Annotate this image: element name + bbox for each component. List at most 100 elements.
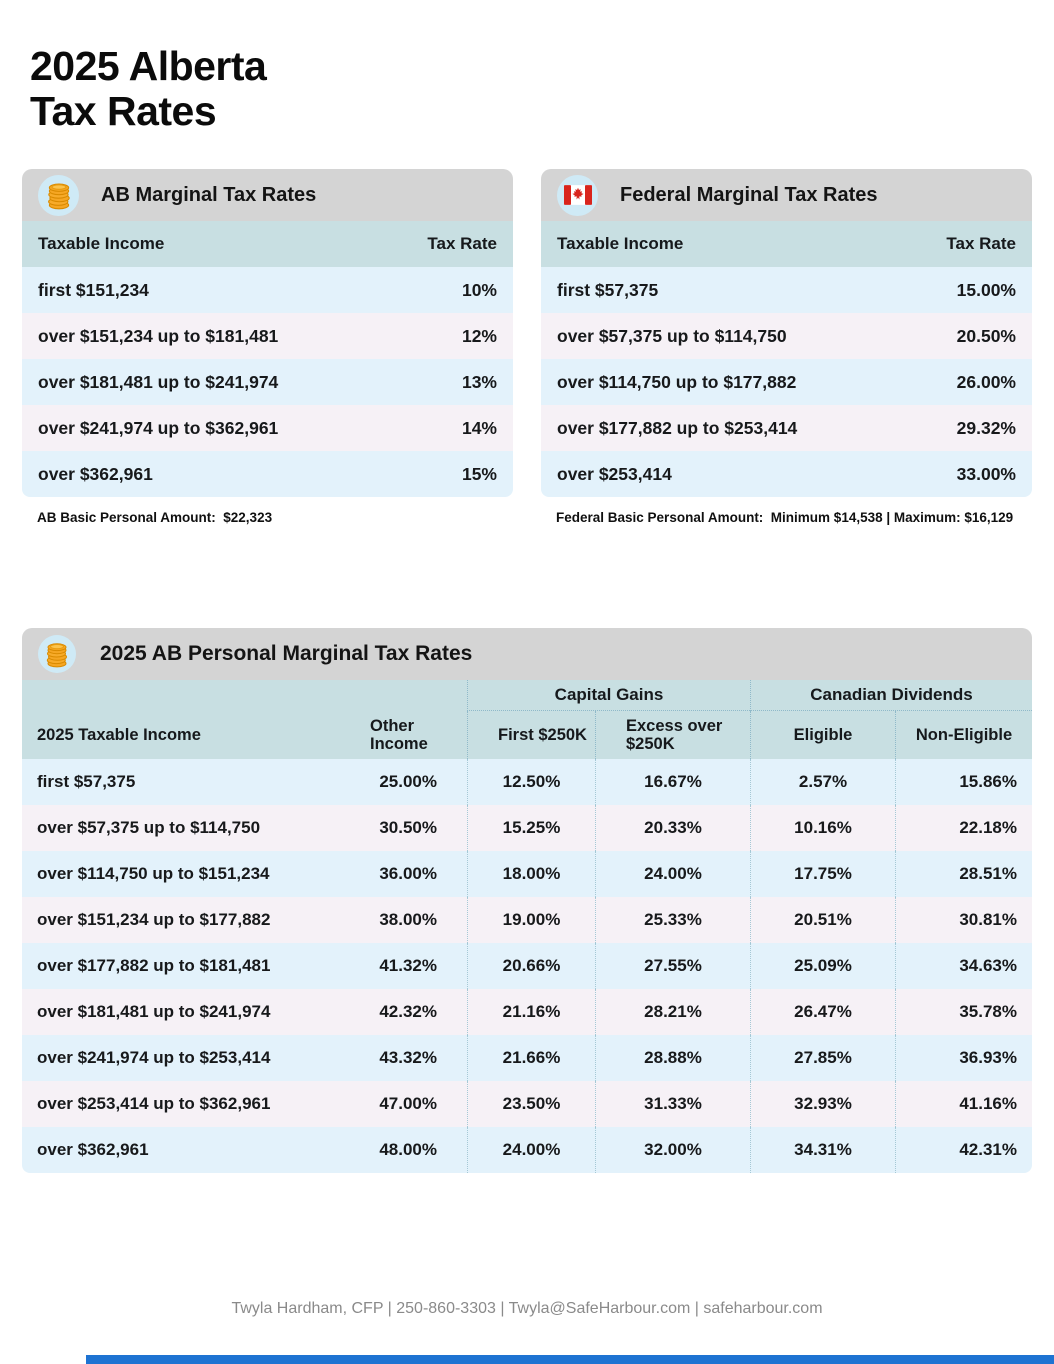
federal-table: first $57,375 15.00% over $57,375 up to … — [541, 267, 1032, 498]
rate-cell: 26.00% — [956, 371, 1016, 392]
table-row: over $57,375 up to $114,750 30.50% 15.25… — [22, 805, 1032, 852]
col-cg-excess-250k: Excess over $250K — [595, 711, 750, 760]
cg-excess-cell: 28.21% — [595, 989, 750, 1036]
cg-first-cell: 21.66% — [467, 1035, 595, 1082]
non-eligible-cell: 30.81% — [895, 897, 1032, 944]
income-cell: over $151,234 up to $177,882 — [37, 910, 271, 930]
cg-first-cell: 21.16% — [467, 989, 595, 1036]
table-row: over $177,882 up to $253,414 29.32% — [541, 405, 1032, 452]
ab-marginal-card: AB Marginal Tax Rates Taxable Income Tax… — [22, 169, 513, 525]
other-income-cell: 42.32% — [379, 1002, 437, 1022]
income-cell: over $114,750 up to $177,882 — [557, 371, 797, 392]
page-title-line1: 2025 Alberta — [30, 43, 267, 89]
footer-accent-bar — [86, 1355, 1054, 1364]
table-row: over $362,961 48.00% 24.00% 32.00% 34.31… — [22, 1127, 1032, 1174]
eligible-cell: 20.51% — [750, 897, 895, 944]
cg-excess-cell: 31.33% — [595, 1081, 750, 1128]
non-eligible-cell: 34.63% — [895, 943, 1032, 990]
income-cell: over $57,375 up to $114,750 — [557, 325, 787, 346]
table-row: over $181,481 up to $241,974 42.32% 21.1… — [22, 989, 1032, 1036]
cg-first-cell: 23.50% — [467, 1081, 595, 1128]
personal-table-column-header: 2025 Taxable Income Other Income First $… — [22, 711, 1032, 760]
rate-cell: 15.00% — [956, 279, 1016, 300]
personal-card-title: 2025 AB Personal Marginal Tax Rates — [100, 642, 473, 666]
coins-icon — [38, 174, 79, 216]
rate-cell: 10% — [461, 279, 497, 300]
rate-cell: 20.50% — [956, 325, 1016, 346]
rate-cell: 13% — [461, 371, 497, 392]
table-row: over $151,234 up to $177,882 38.00% 19.0… — [22, 897, 1032, 944]
cg-excess-cell: 16.67% — [595, 759, 750, 806]
ab-col-tax-rate: Tax Rate — [427, 234, 497, 254]
income-cell: over $362,961 — [38, 463, 153, 484]
personal-table-group-header: Capital Gains Canadian Dividends — [22, 680, 1032, 712]
group-capital-gains: Capital Gains — [467, 680, 750, 712]
table-row: first $151,234 10% — [22, 267, 513, 314]
other-income-cell: 36.00% — [379, 864, 437, 884]
cg-first-cell: 18.00% — [467, 851, 595, 898]
cg-first-cell: 24.00% — [467, 1127, 595, 1174]
non-eligible-cell: 22.18% — [895, 805, 1032, 852]
cg-excess-cell: 25.33% — [595, 897, 750, 944]
table-row: first $57,375 25.00% 12.50% 16.67% 2.57%… — [22, 759, 1032, 806]
other-income-cell: 43.32% — [379, 1048, 437, 1068]
income-cell: over $57,375 up to $114,750 — [37, 818, 261, 838]
ab-table: first $151,234 10% over $151,234 up to $… — [22, 267, 513, 498]
group-spacer — [22, 680, 467, 711]
other-income-cell: 41.32% — [379, 956, 437, 976]
other-income-cell: 47.00% — [379, 1094, 437, 1114]
income-cell: over $253,414 — [557, 463, 672, 484]
income-cell: over $253,414 up to $362,961 — [37, 1094, 271, 1114]
federal-card-header: Federal Marginal Tax Rates — [541, 169, 1032, 222]
other-income-cell: 25.00% — [379, 772, 437, 792]
non-eligible-cell: 28.51% — [895, 851, 1032, 898]
income-cell: over $362,961 — [37, 1140, 149, 1160]
income-cell: over $241,974 up to $253,414 — [37, 1048, 271, 1068]
cg-first-cell: 12.50% — [467, 759, 595, 806]
non-eligible-cell: 36.93% — [895, 1035, 1032, 1082]
personal-card-header: 2025 AB Personal Marginal Tax Rates — [22, 628, 1032, 681]
eligible-cell: 25.09% — [750, 943, 895, 990]
table-row: over $362,961 15% — [22, 451, 513, 498]
cg-excess-cell: 20.33% — [595, 805, 750, 852]
cg-first-cell: 15.25% — [467, 805, 595, 852]
non-eligible-cell: 15.86% — [895, 759, 1032, 806]
rate-cell: 15% — [461, 463, 497, 484]
table-row: over $114,750 up to $177,882 26.00% — [541, 359, 1032, 406]
cg-excess-cell: 24.00% — [595, 851, 750, 898]
personal-marginal-card: 2025 AB Personal Marginal Tax Rates Capi… — [22, 628, 1032, 1174]
table-row: over $151,234 up to $181,481 12% — [22, 313, 513, 360]
income-cell: over $114,750 up to $151,234 — [37, 864, 270, 884]
federal-table-header: Taxable Income Tax Rate — [541, 221, 1032, 268]
coins-icon — [38, 635, 76, 674]
cg-first-cell: 20.66% — [467, 943, 595, 990]
federal-card-title: Federal Marginal Tax Rates — [620, 183, 878, 206]
eligible-cell: 10.16% — [750, 805, 895, 852]
non-eligible-cell: 42.31% — [895, 1127, 1032, 1174]
income-cell: over $181,481 up to $241,974 — [37, 1002, 271, 1022]
eligible-cell: 17.75% — [750, 851, 895, 898]
eligible-cell: 2.57% — [750, 759, 895, 806]
ab-table-header: Taxable Income Tax Rate — [22, 221, 513, 268]
ab-basic-personal-amount-note: AB Basic Personal Amount: $22,323 — [37, 510, 273, 526]
income-cell: over $181,481 up to $241,974 — [38, 371, 279, 392]
col-dividends-non-eligible: Non-Eligible — [895, 711, 1032, 760]
federal-basic-personal-amount-note: Federal Basic Personal Amount: Minimum $… — [556, 510, 1014, 526]
table-row: over $57,375 up to $114,750 20.50% — [541, 313, 1032, 360]
income-cell: over $241,974 up to $362,961 — [38, 417, 279, 438]
federal-col-taxable-income: Taxable Income — [557, 234, 684, 254]
ab-card-title: AB Marginal Tax Rates — [101, 183, 317, 206]
eligible-cell: 27.85% — [750, 1035, 895, 1082]
personal-table: Capital Gains Canadian Dividends 2025 Ta… — [22, 680, 1032, 1174]
other-income-cell: 38.00% — [379, 910, 437, 930]
ab-card-header: AB Marginal Tax Rates — [22, 169, 513, 222]
rate-cell: 14% — [461, 417, 497, 438]
non-eligible-cell: 35.78% — [895, 989, 1032, 1036]
page-title-line2: Tax Rates — [30, 88, 217, 135]
rate-cell: 33.00% — [956, 463, 1016, 484]
cg-excess-cell: 32.00% — [595, 1127, 750, 1174]
cg-first-cell: 19.00% — [467, 897, 595, 944]
page-title: 2025 Alberta Tax Rates — [0, 0, 1054, 134]
table-row: over $114,750 up to $151,234 36.00% 18.0… — [22, 851, 1032, 898]
